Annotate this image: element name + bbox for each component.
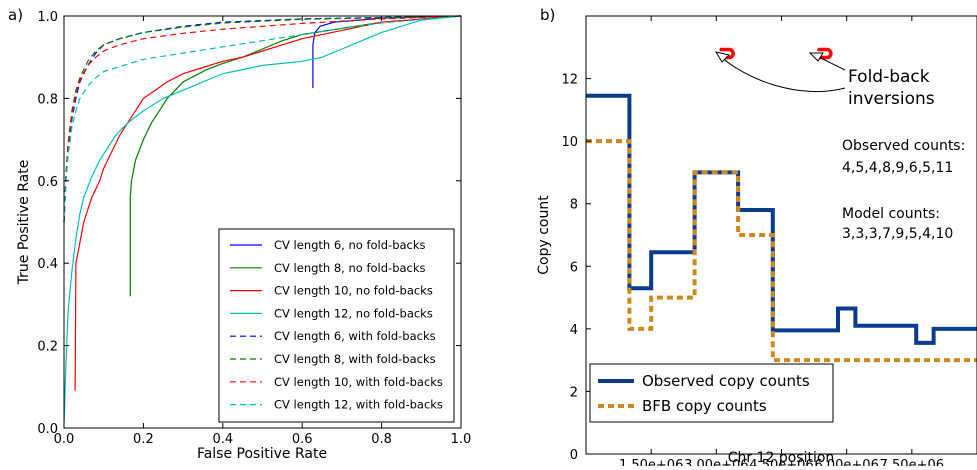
copy-count-y-tick-label: 4 [570,323,578,338]
roc-series-line-4 [63,15,462,223]
copy-count-x-axis-label: Chr 12 position [728,450,835,466]
roc-series-line-5 [63,15,462,223]
roc-series-line-2 [74,15,462,391]
roc-legend-label-0: CV length 6, no fold-backs [274,238,426,252]
model-counts-values: 3,3,3,7,9,5,4,10 [842,226,953,242]
roc-ticks: 0.0 0.2 0.4 0.6 0.8 1.0 0.0 0.2 0.4 0.6 0.8 1.0 [37,10,471,447]
roc-x-tick-label: 0.0 [54,432,75,447]
roc-legend-label-7: CV length 12, with fold-backs [274,398,443,412]
roc-x-tick-label: 0.2 [133,432,154,447]
foldback-arrowhead-1 [714,51,730,63]
roc-y-tick-label: 0.4 [37,257,58,272]
observed-counts-title: Observed counts: [842,138,965,154]
copy-count-series-group [586,93,977,363]
copy-count-x-tick-label: 7.50e+06 [880,458,944,466]
copy-count-plot-frame [585,15,977,455]
roc-series-line-7 [63,15,462,223]
foldback-label-line1: Fold-back [848,67,930,87]
roc-y-tick-label: 0.6 [37,175,58,190]
copy-count-legend-label-0: Observed copy counts [642,372,810,390]
model-counts-title: Model counts: [842,206,940,222]
roc-legend-box [218,228,455,423]
foldback-arrow-1 [717,53,846,92]
roc-x-tick-label: 1.0 [451,432,472,447]
copy-count-y-tick-label: 12 [561,73,578,88]
roc-legend: CV length 6, no fold-backs CV length 8, n… [218,228,455,423]
roc-series-line-3 [63,15,462,424]
copy-count-y-tick-label: 8 [570,198,578,213]
copy-count-legend-box [589,363,834,423]
foldback-markers [719,47,833,60]
roc-x-axis-label: False Positive Rate [197,446,327,462]
roc-y-tick-label: 0.8 [37,92,58,107]
roc-series-line-6 [63,15,462,223]
copy-count-y-tick-label: 0 [570,448,578,463]
copy-count-panel: b) 1.50e+06 3.00e+06 4.50e+06 6.00e+06 7.50e… [536,6,977,470]
copy-count-y-tick-label: 2 [570,385,578,400]
roc-y-tick-label: 0.2 [37,340,58,355]
roc-legend-label-6: CV length 10, with fold-backs [274,375,443,389]
roc-legend-label-4: CV length 6, with fold-backs [274,329,436,343]
roc-y-tick-label: 0.0 [37,422,58,437]
roc-x-tick-label: 0.8 [371,432,392,447]
roc-legend-label-3: CV length 12, no fold-backs [274,306,433,320]
roc-series-group [63,15,462,424]
roc-y-axis-label: True Positive Rate [16,160,32,286]
roc-x-tick-label: 0.4 [212,432,233,447]
foldback-label-line2: inversions [848,89,935,109]
copy-count-x-tick-label: 1.50e+06 [619,458,683,466]
copy-count-series-line-1 [586,139,977,363]
copy-count-legend-label-1: BFB copy counts [642,397,767,415]
roc-y-tick-label: 1.0 [37,10,58,25]
panel-label-b: b) [540,6,555,24]
copy-count-y-axis-label: Copy count [536,195,552,275]
roc-legend-label-5: CV length 8, with fold-backs [274,352,436,366]
copy-count-y-tick-label: 6 [570,260,578,275]
copy-count-legend: Observed copy counts BFB copy counts [589,363,834,423]
foldback-marker-1 [817,47,833,60]
foldback-arrowhead-2 [808,52,824,62]
roc-legend-label-2: CV length 10, no fold-backs [274,284,433,298]
panel-label-a: a) [8,6,23,24]
copy-count-series-line-0 [586,93,977,345]
copy-count-y-tick-label: 10 [561,135,578,150]
observed-counts-values: 4,5,4,8,9,6,5,11 [842,160,953,176]
roc-x-tick-label: 0.6 [292,432,313,447]
roc-legend-label-1: CV length 8, no fold-backs [274,261,426,275]
roc-panel: a) 0.0 0.2 0.4 0.6 0.8 1.00.00.20.40.60.81.0 … [8,6,471,462]
foldback-marker-0 [719,47,735,60]
roc-plot-frame [63,15,462,429]
